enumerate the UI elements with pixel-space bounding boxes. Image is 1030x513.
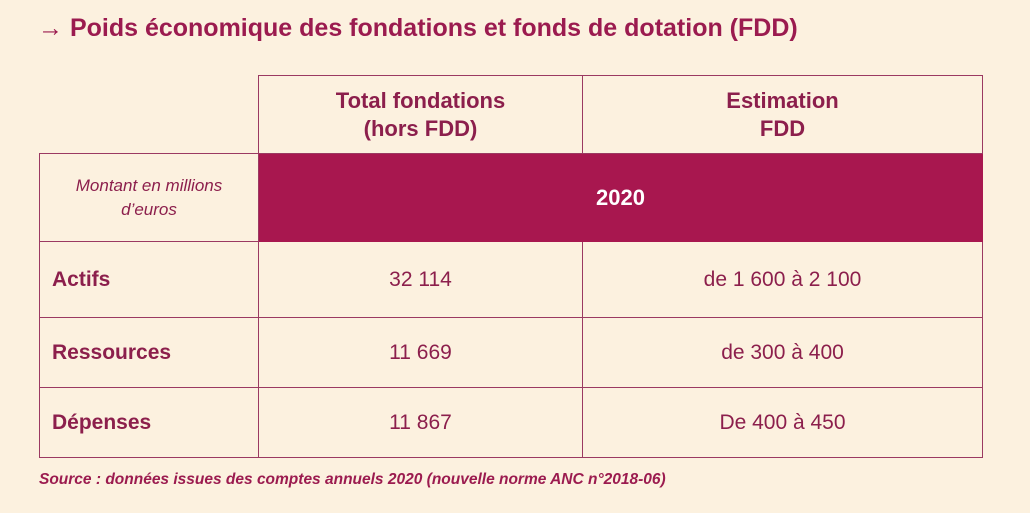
total-value: 11 669 [258,317,583,388]
row-label: Dépenses [39,387,259,458]
table-row: Actifs 32 114 de 1 600 à 2 100 [39,241,983,318]
header-line: (hors FDD) [363,115,478,141]
row-label: Actifs [39,241,259,318]
header-line: Estimation [726,87,839,113]
total-value: 32 114 [258,241,583,318]
row-label: Ressources [39,317,259,388]
unit-line: d’euros [121,199,177,219]
unit-line: Montant en millions [75,175,223,195]
page-title: → Poids économique des fondations et fon… [38,14,798,42]
fdd-value: de 300 à 400 [582,317,983,388]
economic-weight-table: Total fondations (hors FDD) Estimation FDD… [39,75,983,458]
unit-row: Montant en millions d’euros 2020 [39,153,983,242]
source-note: Source : données issues des comptes annu… [39,471,666,488]
unit-label: Montant en millions d’euros [39,153,259,242]
fdd-value: De 400 à 450 [582,387,983,458]
header-row: Total fondations (hors FDD) Estimation FDD [39,75,983,154]
header-line: Total fondations [335,87,506,113]
table-row: Ressources 11 669 de 300 à 400 [39,317,983,388]
empty-corner-cell [39,75,259,154]
total-value: 11 867 [258,387,583,458]
column-header-fdd: Estimation FDD [582,75,983,154]
header-line: FDD [759,115,806,141]
fdd-value: de 1 600 à 2 100 [582,241,983,318]
year-banner: 2020 [258,153,983,242]
table-row: Dépenses 11 867 De 400 à 450 [39,387,983,458]
column-header-total: Total fondations (hors FDD) [258,75,583,154]
